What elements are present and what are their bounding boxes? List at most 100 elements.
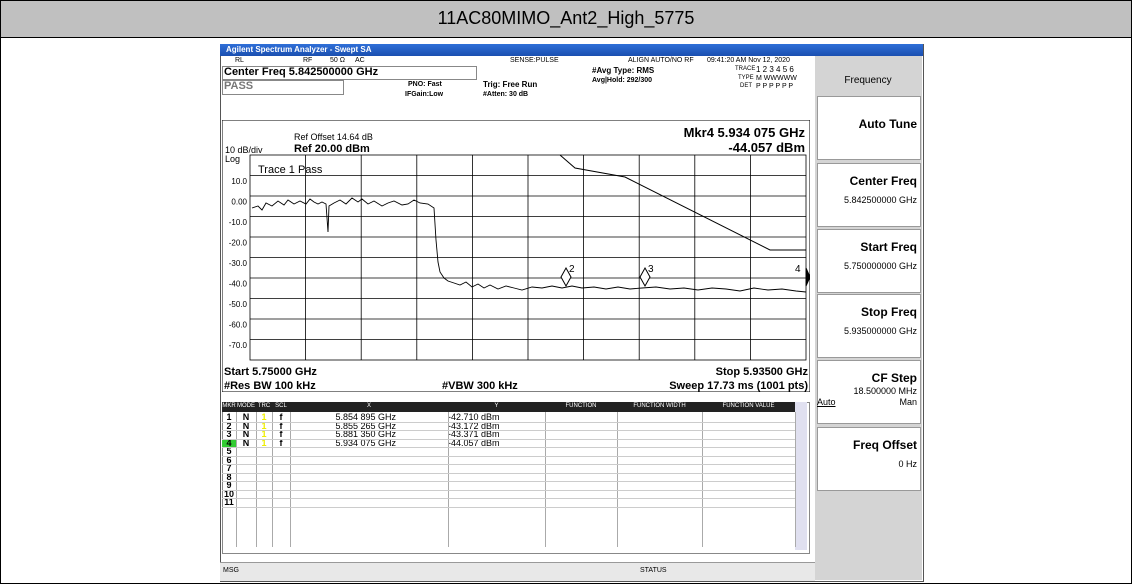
trace-label: TRACE xyxy=(735,66,756,72)
softkey-value: 0 Hz xyxy=(898,459,917,469)
table-cell: 8 xyxy=(226,471,232,482)
marker-label: 3 xyxy=(648,264,654,275)
table-cell: 7 xyxy=(226,463,232,473)
header-cell xyxy=(0,0,1132,38)
avg-type: #Avg Type: RMS xyxy=(592,66,655,75)
table-cell: f xyxy=(279,429,283,439)
scale: 10 dB/div xyxy=(225,145,263,155)
plot-frame xyxy=(222,120,810,392)
status-sense: SENSE:PULSE xyxy=(510,57,559,64)
stop-freq: Stop 5.93500 GHz xyxy=(716,366,809,378)
table-cell: N xyxy=(242,420,250,431)
softkey-label[interactable]: Auto Tune xyxy=(858,117,917,131)
marker-readout: Mkr4 5.934 075 GHz xyxy=(683,125,805,140)
table-col-line xyxy=(795,412,796,547)
status-rf: RF xyxy=(303,57,313,64)
table-header-cell: FUNCTION WIDTH xyxy=(633,403,686,409)
table-row-line xyxy=(222,430,795,431)
pass-box xyxy=(222,80,344,95)
softkey-auto[interactable]: Auto xyxy=(817,397,836,407)
softkey-label[interactable]: Start Freq xyxy=(860,240,917,254)
atten: #Atten: 30 dB xyxy=(483,91,529,98)
table-cell: N xyxy=(242,429,250,439)
softkey xyxy=(817,229,921,293)
table-cell: -43.371 dBm xyxy=(448,429,500,439)
table-cell: -42.710 dBm xyxy=(448,412,500,422)
table-cell: 5 xyxy=(226,446,232,456)
table-row-line xyxy=(222,506,795,508)
table-cell: 1 xyxy=(261,412,267,422)
rbw: #Res BW 100 kHz xyxy=(224,380,316,392)
table-cell: 10 xyxy=(223,488,234,499)
grid xyxy=(249,154,807,361)
table-cell: 11 xyxy=(224,497,234,507)
softkey-label[interactable]: CF Step xyxy=(871,371,917,385)
table-cell: 1 xyxy=(261,429,267,439)
softkey-value: 5.750000000 GHz xyxy=(843,261,917,271)
vbw: #VBW 300 kHz xyxy=(442,380,518,392)
table-header-cell: MODE xyxy=(237,403,255,409)
softkey-label[interactable]: Freq Offset xyxy=(852,438,917,452)
status-impedance: 50 Ω xyxy=(330,57,345,64)
y-label: -70.0 xyxy=(229,341,248,350)
table-cell: 4 xyxy=(226,437,232,448)
softkey xyxy=(817,360,921,424)
table-row-line xyxy=(222,472,795,474)
log-label: Log xyxy=(225,154,241,164)
table-cell: 5.934 075 GHz xyxy=(335,437,396,448)
table-col-line xyxy=(448,412,449,547)
title-bar xyxy=(220,44,923,56)
trace-nums: 1 2 3 4 5 6 xyxy=(756,65,794,74)
table-row-line xyxy=(222,421,795,423)
softkey xyxy=(817,163,921,227)
table-cell: N xyxy=(242,412,250,422)
softkey xyxy=(817,427,921,491)
det-label: DET xyxy=(740,83,752,89)
status-rl: RL xyxy=(235,57,244,64)
softkey-man[interactable]: Man xyxy=(899,397,917,407)
table-cell: 1 xyxy=(226,412,232,422)
table-header-cell: SCL xyxy=(275,403,287,409)
table-col-line xyxy=(545,412,546,547)
center-freq-box xyxy=(222,66,477,80)
y-label: -50.0 xyxy=(229,300,248,309)
marker-value: -44.057 dBm xyxy=(728,140,805,155)
softkey-menu: Frequency xyxy=(844,75,892,86)
softkey xyxy=(817,294,921,358)
softkey-label[interactable]: Center Freq xyxy=(849,174,917,188)
table-cell: 2 xyxy=(226,420,232,431)
table-cell: 9 xyxy=(226,480,232,490)
table-cell: f xyxy=(279,412,283,422)
softkey-value: 5.935000000 GHz xyxy=(843,326,917,336)
table-row-line xyxy=(222,438,795,440)
table-col-line xyxy=(272,412,273,547)
status-label[interactable]: STATUS xyxy=(640,567,667,574)
marker-diamonds xyxy=(560,266,810,288)
table-cell: 1 xyxy=(261,437,267,448)
y-label: -30.0 xyxy=(229,259,248,268)
y-label: -40.0 xyxy=(229,280,248,289)
status-datetime: 09:41:20 AM Nov 12, 2020 xyxy=(707,57,790,64)
type-val: M WWWWW xyxy=(756,75,797,82)
y-label: 10.0 xyxy=(231,177,247,186)
y-label: -10.0 xyxy=(229,218,248,227)
selected-row-marker xyxy=(222,438,236,447)
table-row-line xyxy=(222,455,795,457)
ref-offset: Ref Offset 14.64 dB xyxy=(294,132,373,142)
table-cell: 5.854 895 GHz xyxy=(335,412,396,422)
status-coupling: AC xyxy=(355,57,365,64)
table-cell: 5.881 350 GHz xyxy=(335,429,396,439)
table-col-line xyxy=(702,412,703,547)
ifgain: IFGain:Low xyxy=(405,91,444,98)
type-label: TYPE xyxy=(738,75,754,81)
table-row-line xyxy=(222,464,795,465)
softkey-label[interactable]: Stop Freq xyxy=(861,305,917,319)
table-row-line xyxy=(222,498,795,499)
table-cell: 1 xyxy=(261,420,267,431)
table-header-cell: Y xyxy=(494,403,499,409)
table-header xyxy=(222,402,795,412)
table-col-line xyxy=(290,412,291,547)
trace-pass: Trace 1 Pass xyxy=(258,164,323,176)
y-label: -60.0 xyxy=(229,321,248,330)
